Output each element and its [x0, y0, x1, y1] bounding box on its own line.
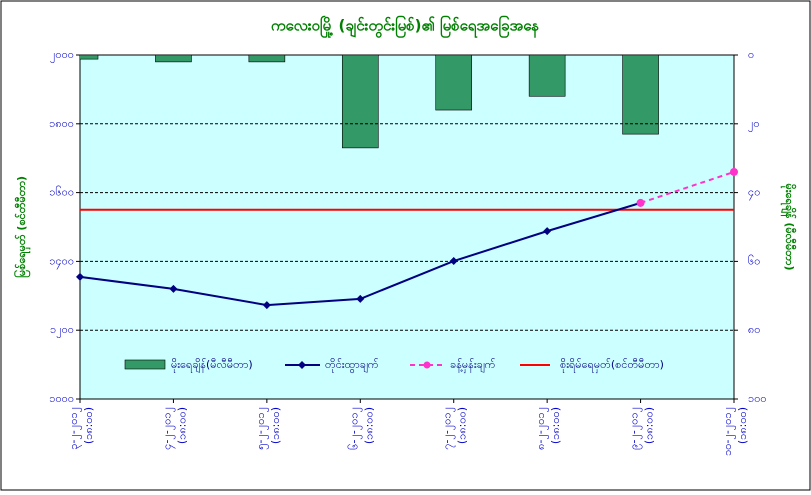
- y2-tick-label: ၄၀: [748, 186, 760, 201]
- bar: [528, 55, 566, 97]
- x-tick-label: (၁၈:၀၀): [456, 407, 469, 444]
- bar: [80, 55, 99, 60]
- legend-label: တိုင်းထွာချက်: [325, 358, 379, 373]
- x-tick-label: (၁၈:၀၀): [82, 407, 95, 444]
- legend-marker: [298, 361, 306, 369]
- marker: [730, 167, 738, 176]
- legend-label: စိုးရိမ်ရေမှတ်(စင်တီမီတာ): [560, 358, 664, 373]
- y-tick-label: ၁၆၀၀: [49, 186, 74, 199]
- x-tick-label: ၈-၂-၂၀၁၂: [534, 407, 549, 450]
- bar: [622, 55, 659, 135]
- legend-swatch: [124, 359, 166, 370]
- y2-axis-label: မိုးရေချိန် (မီလီမီတာ): [780, 184, 797, 271]
- x-tick-label: (၁၈:၀၀): [549, 407, 562, 444]
- x-tick-label: ၉-၂-၂၀၁၂: [628, 407, 643, 450]
- marker: [76, 272, 84, 281]
- y2-tick-label: ၀: [748, 48, 754, 61]
- marker: [169, 284, 178, 293]
- x-tick-label: ၆-၂-၂၀၁၂: [347, 407, 362, 450]
- plot: [80, 55, 734, 211]
- marker: [449, 257, 458, 266]
- marker: [356, 294, 365, 303]
- x-tick-label: ၅-၂-၂၀၁၂: [254, 407, 269, 450]
- marker: [543, 227, 552, 236]
- y2-tick-label: ၁၀၀: [748, 392, 767, 405]
- y-tick-label: ၁၄၀၀: [49, 254, 74, 269]
- x-tick-label: ၇-၂-၂၀၁၂: [441, 407, 456, 450]
- x-tick-label: ၁၀-၂-၂၀၁၂: [721, 407, 736, 456]
- legend-label: ခန့်မှန်းချက်: [450, 358, 496, 373]
- bar: [155, 55, 192, 63]
- y-tick-label: ၁၂၀၀: [50, 323, 74, 338]
- marker: [636, 198, 645, 207]
- y2-tick-label: ၂၀: [748, 117, 760, 132]
- y-axis-label: မြစ်ရေမှတ် (စင်တီမီတာ): [13, 176, 31, 278]
- x-tick-label: ၄-၂-၂၀၁၂: [160, 407, 175, 450]
- bar: [248, 55, 286, 63]
- x-tick-label: (၁၈:၀၀): [175, 407, 188, 444]
- bar: [341, 55, 379, 149]
- x-tick-label: (၁၈:၀၀): [269, 407, 282, 444]
- y-tick-label: ၁၀၀၀: [49, 392, 74, 405]
- y-tick-label: ၁၈၀၀: [49, 117, 74, 130]
- y2-tick-label: ၈၀: [748, 323, 760, 336]
- bar: [435, 55, 473, 111]
- x-tick-label: (၁၈:၀၀): [736, 407, 749, 444]
- y2-tick-label: ၆၀: [748, 254, 760, 267]
- legend-marker: [423, 361, 431, 369]
- y-tick-label: ၂၀၀၀: [50, 48, 74, 63]
- marker: [262, 301, 271, 310]
- line: [640, 171, 735, 204]
- legend-label: မိုးရေချိန်(မီလီမီတာ): [171, 358, 253, 373]
- x-tick-label: (၁၈:၀၀): [643, 407, 656, 444]
- x-tick-label: (၁၈:၀၀): [362, 407, 375, 444]
- x-tick-label: ၃-၂-၂၀၁၂: [67, 407, 82, 450]
